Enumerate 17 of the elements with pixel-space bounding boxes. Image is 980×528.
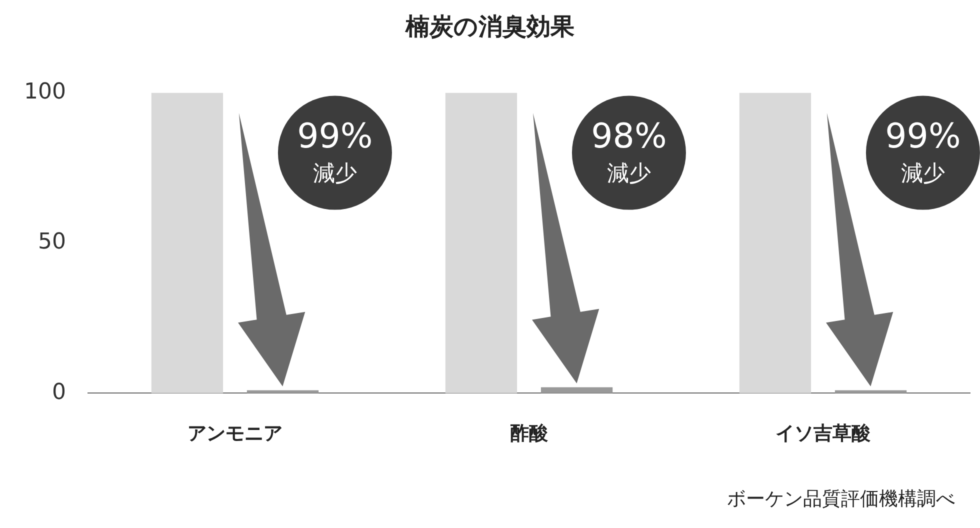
bar [445, 92, 518, 394]
y-tick-label: 0 [52, 380, 66, 405]
x-tick-label: アンモニア [187, 422, 282, 445]
annotation: 99%減少 [885, 116, 961, 187]
text: ボーケン品質評価機構調べ [727, 488, 955, 510]
bar [246, 390, 319, 394]
bar [834, 390, 907, 394]
x-tick-label: 酢酸 [510, 422, 549, 445]
y-tick-label: 50 [38, 230, 66, 255]
x-tick-label: イソ吉草酸 [776, 422, 872, 445]
bar [540, 387, 613, 394]
annotation: 98%減少 [591, 116, 667, 187]
bar [151, 92, 224, 394]
y-tick-label: 100 [24, 80, 66, 105]
bar [739, 92, 812, 394]
chart-title: 楠炭の消臭効果 [404, 12, 574, 41]
annotation: 99%減少 [297, 116, 373, 187]
